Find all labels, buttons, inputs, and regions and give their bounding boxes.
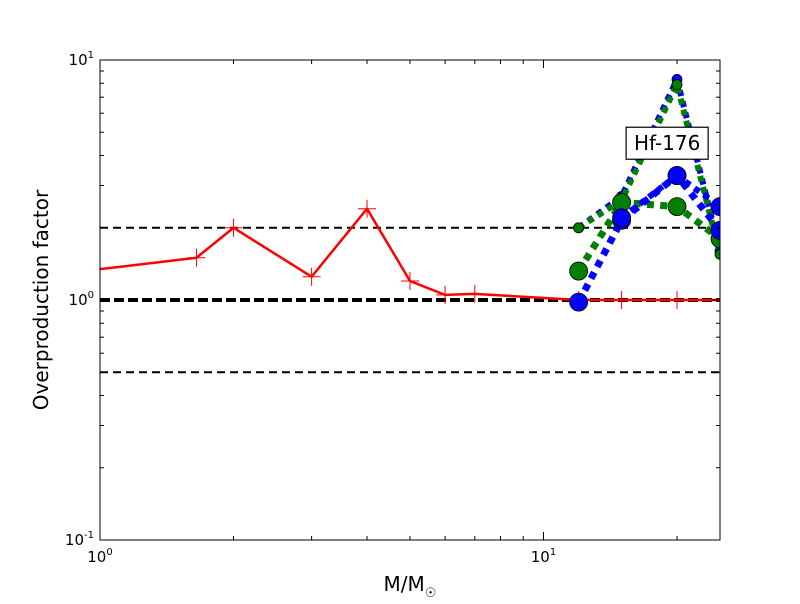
data-series xyxy=(100,74,720,312)
series-0-point xyxy=(612,291,631,309)
series-0-point xyxy=(668,291,687,309)
series-0-point xyxy=(302,267,321,286)
x-tick-label-base: 10 xyxy=(531,548,550,566)
series-2-point xyxy=(714,248,720,260)
series-0-point xyxy=(358,199,377,218)
series-2-point xyxy=(573,222,585,234)
x-tick-label: 100 xyxy=(87,547,112,566)
series-line-4 xyxy=(575,172,720,304)
reference-lines xyxy=(100,226,720,374)
series-0-point xyxy=(224,218,243,237)
annotation-frame xyxy=(625,126,709,160)
series-line-3 xyxy=(575,198,720,273)
y-tick-label-exponent: 0 xyxy=(88,290,94,301)
y-tick-label-base: 10 xyxy=(69,51,88,69)
x-axis-label: M/M☉ xyxy=(384,572,437,600)
y-tick-label: 10-1 xyxy=(65,530,94,549)
annotation-label: Hf-176 xyxy=(634,131,700,155)
y-axis-label: Overproduction factor xyxy=(29,189,53,410)
plot-frame xyxy=(99,59,721,541)
series-4-point xyxy=(569,292,589,312)
series-5-point xyxy=(710,197,720,216)
series-0-point xyxy=(187,248,206,267)
series-line-0 xyxy=(100,207,720,302)
series-5-point xyxy=(667,166,687,185)
x-tick-label: 101 xyxy=(531,547,556,566)
y-tick-label: 101 xyxy=(69,50,94,69)
series-4-point xyxy=(710,220,720,240)
x-axis-label-subscript: ☉ xyxy=(425,586,437,600)
y-tick-label: 100 xyxy=(69,290,94,309)
y-tick-label-base: 10 xyxy=(65,531,84,549)
y-tick-label-exponent: -1 xyxy=(84,530,94,541)
x-tick-label-base: 10 xyxy=(87,548,106,566)
series-0-point xyxy=(465,284,484,303)
series-2-point xyxy=(671,79,683,90)
x-tick-label-exponent: 0 xyxy=(106,547,112,558)
y-tick-label-base: 10 xyxy=(69,291,88,309)
x-tick-label-exponent: 1 xyxy=(550,547,556,558)
series-0-point xyxy=(401,271,419,290)
series-3-point xyxy=(569,261,589,281)
y-tick-label-exponent: 1 xyxy=(88,50,94,61)
series-0-point xyxy=(436,285,455,304)
series-3-point xyxy=(667,197,687,217)
annotation-box: Hf-176 xyxy=(625,126,709,160)
series-5-point xyxy=(612,208,632,228)
x-axis-label-main: M/M xyxy=(384,572,425,596)
